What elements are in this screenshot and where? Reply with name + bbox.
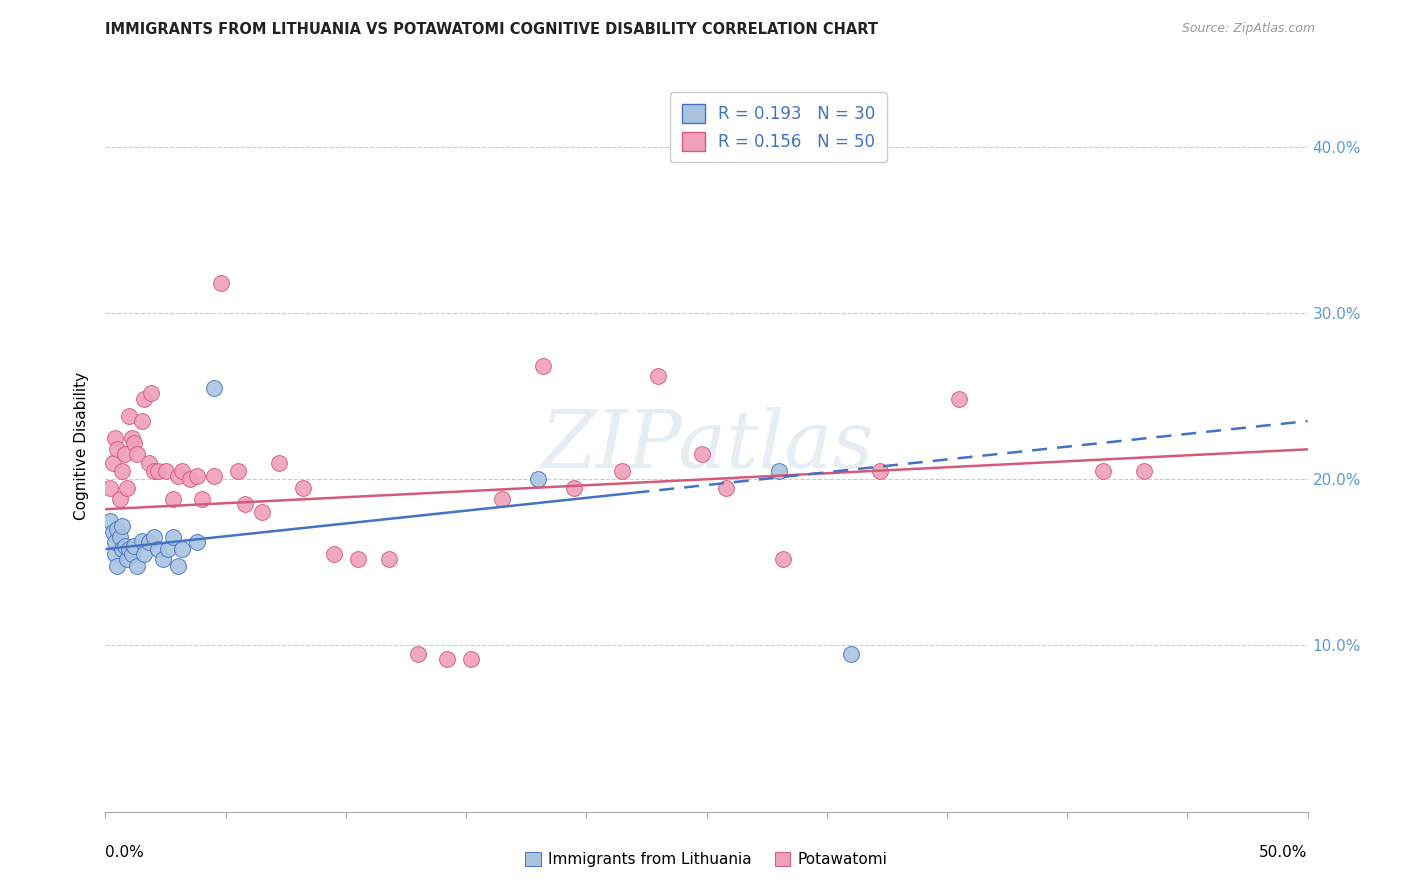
Point <box>148 464 170 478</box>
Point <box>562 481 585 495</box>
Point <box>124 539 146 553</box>
Point <box>714 481 737 495</box>
Point <box>121 431 143 445</box>
Point <box>179 472 201 486</box>
Point <box>1133 464 1156 478</box>
Point <box>768 464 790 478</box>
Point <box>98 481 121 495</box>
Point <box>322 547 344 561</box>
Point <box>378 552 401 566</box>
Point <box>209 276 232 290</box>
Point <box>460 652 482 666</box>
Point <box>101 456 124 470</box>
Point <box>118 409 141 423</box>
Point <box>121 547 143 561</box>
Point <box>226 464 249 478</box>
Point <box>162 530 184 544</box>
Point <box>114 539 136 553</box>
Point <box>114 447 136 461</box>
Point <box>107 522 129 536</box>
Point <box>142 464 165 478</box>
Point <box>772 552 794 566</box>
Point <box>612 464 634 478</box>
Point <box>131 533 153 548</box>
Point <box>406 647 429 661</box>
Point <box>148 542 170 557</box>
Point <box>132 547 155 561</box>
Point <box>115 481 138 495</box>
Point <box>156 542 179 557</box>
Point <box>111 518 134 533</box>
Point <box>690 447 713 461</box>
Point <box>491 492 513 507</box>
Point <box>202 381 225 395</box>
Point <box>527 472 550 486</box>
Point <box>104 535 127 549</box>
Point <box>202 469 225 483</box>
Point <box>125 447 148 461</box>
Text: IMMIGRANTS FROM LITHUANIA VS POTAWATOMI COGNITIVE DISABILITY CORRELATION CHART: IMMIGRANTS FROM LITHUANIA VS POTAWATOMI … <box>105 22 879 37</box>
Point <box>162 492 184 507</box>
Point <box>267 456 290 470</box>
Point <box>647 369 669 384</box>
Point <box>132 392 155 407</box>
Point <box>111 464 134 478</box>
Point <box>190 492 212 507</box>
Point <box>250 506 273 520</box>
Point <box>124 435 146 450</box>
Point <box>108 530 131 544</box>
Point <box>1092 464 1115 478</box>
Point <box>436 652 458 666</box>
Point <box>98 514 121 528</box>
Point <box>108 492 131 507</box>
Legend: Immigrants from Lithuania, Potawatomi: Immigrants from Lithuania, Potawatomi <box>519 847 894 873</box>
Point <box>839 647 862 661</box>
Point <box>104 547 127 561</box>
Point <box>111 542 134 557</box>
Point <box>118 542 141 557</box>
Point <box>138 535 160 549</box>
Point <box>531 359 554 374</box>
Point <box>138 456 160 470</box>
Point <box>186 535 208 549</box>
Point <box>104 431 127 445</box>
Point <box>125 558 148 573</box>
Point <box>107 558 129 573</box>
Point <box>115 552 138 566</box>
Point <box>166 558 188 573</box>
Point <box>291 481 314 495</box>
Text: Source: ZipAtlas.com: Source: ZipAtlas.com <box>1181 22 1315 36</box>
Point <box>948 392 970 407</box>
Point <box>347 552 370 566</box>
Text: 50.0%: 50.0% <box>1260 845 1308 860</box>
Point <box>131 414 153 428</box>
Point <box>233 497 256 511</box>
Point <box>869 464 891 478</box>
Y-axis label: Cognitive Disability: Cognitive Disability <box>75 372 90 520</box>
Point <box>139 385 162 400</box>
Point <box>186 469 208 483</box>
Point <box>172 464 194 478</box>
Point <box>107 442 129 457</box>
Point <box>152 552 174 566</box>
Point <box>166 469 188 483</box>
Point <box>142 530 165 544</box>
Point <box>172 542 194 557</box>
Text: 0.0%: 0.0% <box>105 845 145 860</box>
Text: ZIPatlas: ZIPatlas <box>540 408 873 484</box>
Point <box>101 525 124 540</box>
Point <box>155 464 177 478</box>
